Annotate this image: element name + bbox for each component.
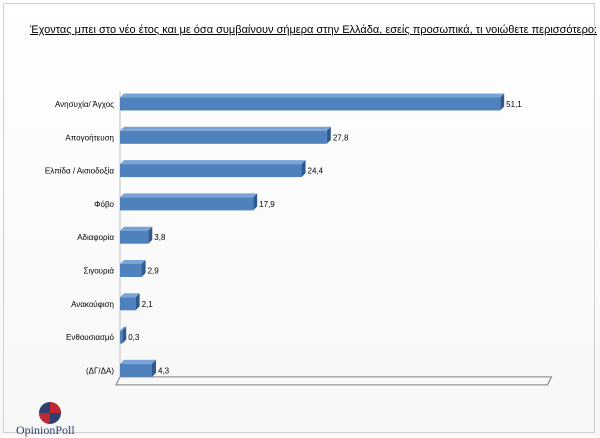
bar-group: Ανησυχία/ Άγχος 51,1 bbox=[55, 93, 522, 111]
bar bbox=[120, 363, 152, 377]
bar bbox=[120, 130, 327, 144]
bar bbox=[120, 297, 136, 311]
category-label: Απογοήτευση bbox=[65, 133, 114, 142]
category-label: Ενθουσιασμό bbox=[66, 333, 114, 342]
data-label: 4,3 bbox=[158, 366, 170, 375]
bar-side-face bbox=[500, 93, 505, 111]
bar-group: Ενθουσιασμό 0,3 bbox=[66, 326, 140, 344]
bar bbox=[120, 197, 254, 211]
bar-group: Απογοήτευση 27,8 bbox=[65, 126, 349, 144]
bar bbox=[120, 97, 501, 111]
bar-side-face bbox=[148, 226, 153, 244]
bar-top-face bbox=[120, 359, 156, 364]
data-label: 17,9 bbox=[259, 200, 275, 209]
bar-side-face bbox=[253, 193, 258, 211]
bar-group: Σιγουριά 2,9 bbox=[84, 260, 160, 277]
bar-side-face bbox=[141, 260, 146, 277]
bar-top-face bbox=[120, 260, 146, 264]
bar-group: Αδιαφορία 3,8 bbox=[77, 226, 166, 244]
bar-group: Φόβο 17,9 bbox=[94, 193, 275, 211]
opinionpoll-logo-icon bbox=[39, 402, 61, 424]
bar bbox=[120, 330, 123, 344]
bar bbox=[120, 164, 302, 178]
bar-top-face bbox=[120, 93, 505, 98]
category-label: Φόβο bbox=[94, 200, 114, 209]
bar bbox=[120, 230, 149, 244]
data-label: 51,1 bbox=[506, 100, 522, 109]
bar-group: Ελπίδα / Αισιοδοξία 24,4 bbox=[45, 160, 324, 178]
bar-top-face bbox=[120, 193, 258, 198]
bar-side-face bbox=[301, 160, 306, 178]
bar-side-face bbox=[122, 326, 127, 344]
category-label: Σιγουριά bbox=[84, 267, 115, 276]
bar-side-face bbox=[151, 359, 156, 377]
bar-side-face bbox=[326, 126, 331, 144]
data-label: 27,8 bbox=[333, 133, 349, 142]
bar-side-face bbox=[135, 293, 140, 311]
bar bbox=[120, 264, 142, 277]
logo-text: OpinionPoll bbox=[16, 423, 75, 437]
chart-title: Έχοντας μπει στο νέο έτος και με όσα συμ… bbox=[30, 24, 598, 36]
bar-top-face bbox=[120, 293, 140, 298]
chart-frame bbox=[3, 3, 595, 433]
bar-top-face bbox=[120, 160, 306, 165]
bars-layer: Ανησυχία/ Άγχος 51,1 Απογοήτευση 27,8 Ελπίδα… bbox=[45, 93, 522, 377]
category-label: Αδιαφορία bbox=[77, 233, 114, 242]
data-label: 24,4 bbox=[308, 167, 324, 176]
category-label: Ελπίδα / Αισιοδοξία bbox=[45, 167, 114, 176]
bar-top-face bbox=[120, 226, 153, 231]
category-label: Ανακούφιση bbox=[71, 300, 114, 309]
bar-top-face bbox=[120, 126, 331, 131]
category-label: Ανησυχία/ Άγχος bbox=[55, 100, 114, 109]
data-label: 2,9 bbox=[148, 267, 160, 276]
data-label: 3,8 bbox=[154, 233, 166, 242]
bar-group: Ανακούφιση 2,1 bbox=[71, 293, 154, 311]
category-label: (ΔΓ/ΔΑ) bbox=[86, 366, 114, 375]
bar-top-face bbox=[120, 326, 127, 331]
data-label: 0,3 bbox=[128, 333, 140, 342]
bar-group: (ΔΓ/ΔΑ) 4,3 bbox=[86, 359, 170, 377]
data-label: 2,1 bbox=[142, 300, 154, 309]
chart-floor bbox=[115, 376, 553, 386]
